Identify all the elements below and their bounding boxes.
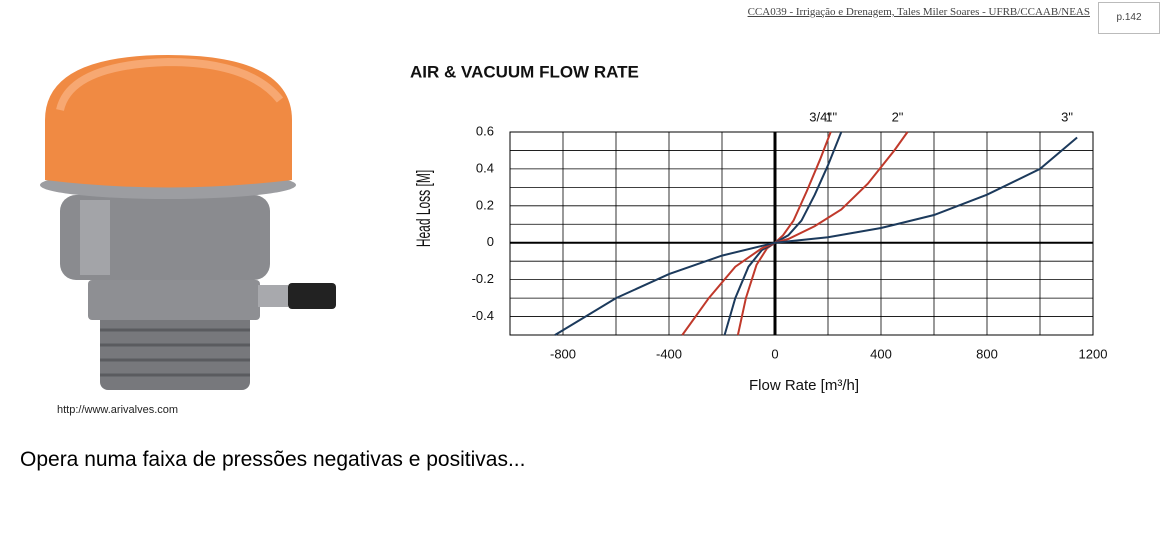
- page-number: p.142: [1098, 2, 1160, 34]
- series-label: 1": [825, 109, 837, 124]
- image-caption: http://www.arivalves.com: [57, 404, 179, 416]
- y-axis-label: Head Loss [M]: [413, 170, 435, 247]
- x-axis-label: Flow Rate [m³/h]: [749, 377, 859, 394]
- y-tick-label: -0.2: [472, 271, 494, 286]
- y-tick-label: 0: [487, 234, 494, 249]
- flow-curve: [723, 131, 843, 336]
- x-tick-label: -400: [656, 346, 682, 361]
- flow-curve: [681, 131, 909, 336]
- valve-illustration: [40, 55, 336, 390]
- y-tick-label: 0.4: [476, 160, 494, 175]
- x-tick-label: 1200: [1079, 346, 1108, 361]
- series-label: 3": [1061, 109, 1073, 124]
- series-label: 2": [892, 109, 904, 124]
- y-tick-label: -0.4: [472, 308, 494, 323]
- x-tick-label: 0: [771, 346, 778, 361]
- y-tick-label: 0.2: [476, 197, 494, 212]
- flow-curve: [554, 136, 1078, 336]
- y-tick-label: 0.6: [476, 123, 494, 138]
- chart-title: AIR & VACUUM FLOW RATE: [410, 62, 639, 81]
- flow-curve: [736, 131, 832, 336]
- body-text: Opera numa faixa de pressões negativas e…: [20, 448, 526, 471]
- series-label: 3/4": [809, 109, 832, 124]
- x-tick-label: -800: [550, 346, 576, 361]
- course-header: CCA039 - Irrigação e Drenagem, Tales Mil…: [747, 6, 1090, 18]
- x-tick-label: 800: [976, 346, 998, 361]
- x-tick-label: 400: [870, 346, 892, 361]
